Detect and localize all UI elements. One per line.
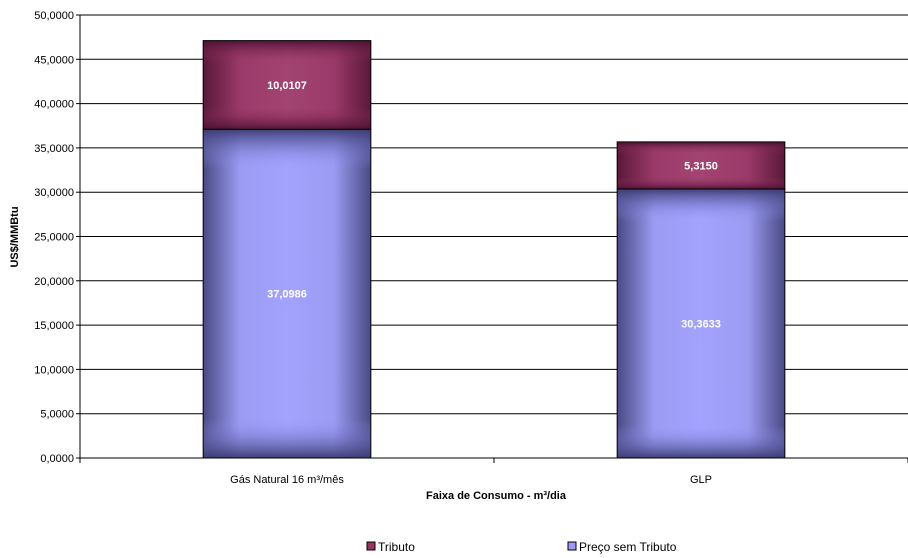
y-tick-label: 0,0000	[40, 453, 74, 465]
y-tick-label: 40,0000	[34, 99, 74, 111]
plot-area: 0,0000 5,0000 10,0000 15,0000 20,0000 25,0000…	[34, 10, 908, 486]
bar-shade	[617, 188, 785, 459]
y-tick-label: 50,0000	[34, 10, 74, 22]
bar-segment: 10,0107	[202, 40, 372, 130]
y-tick-label: 15,0000	[34, 320, 74, 332]
category-labels: Gás Natural 16 m³/mês GLP	[230, 474, 712, 486]
bar-shade	[617, 141, 785, 189]
legend-swatch	[366, 541, 376, 551]
y-tick-label: 45,0000	[34, 54, 74, 66]
y-tick-labels: 0,0000 5,0000 10,0000 15,0000 20,0000 25,0000…	[34, 10, 74, 465]
data-label: 5,3150	[684, 160, 718, 172]
y-tick-label: 25,0000	[34, 232, 74, 244]
data-label: 30,3633	[681, 318, 721, 330]
bar-segment: 37,0986	[202, 128, 372, 459]
x-axis-title: Faixa de Consumo - m³/dia	[426, 490, 567, 502]
x-category-label: GLP	[690, 474, 712, 486]
x-category-label: Gás Natural 16 m³/mês	[230, 474, 344, 486]
y-tick-label: 10,0000	[34, 364, 74, 376]
legend-label: Preço sem Tributo	[579, 540, 677, 554]
legend-swatch	[567, 541, 577, 551]
legend-label: Tributo	[378, 540, 415, 554]
legend-item: Preço sem Tributo	[567, 540, 677, 554]
bar-shade	[203, 129, 371, 458]
y-tick-label: 5,0000	[40, 409, 74, 421]
data-label: 37,0986	[267, 289, 307, 301]
bar-shade	[203, 40, 371, 130]
bar-outline	[616, 141, 786, 190]
bar-segment: 5,3150	[616, 141, 786, 190]
data-label: 10,0107	[267, 80, 307, 92]
legend: Tributo Preço sem Tributo	[366, 540, 677, 554]
y-tick-label: 20,0000	[34, 276, 74, 288]
bar-outline	[202, 40, 372, 130]
bars: 37,0986 10,0107 30,3633 5,3150	[202, 40, 786, 459]
bar-segment: 30,3633	[616, 188, 786, 459]
y-tick-label: 35,0000	[34, 143, 74, 155]
y-axis-title: US$/MMBtu	[9, 206, 21, 267]
legend-item: Tributo	[366, 540, 415, 554]
x-tick-marks	[79, 458, 908, 463]
y-tick-label: 30,0000	[34, 187, 74, 199]
